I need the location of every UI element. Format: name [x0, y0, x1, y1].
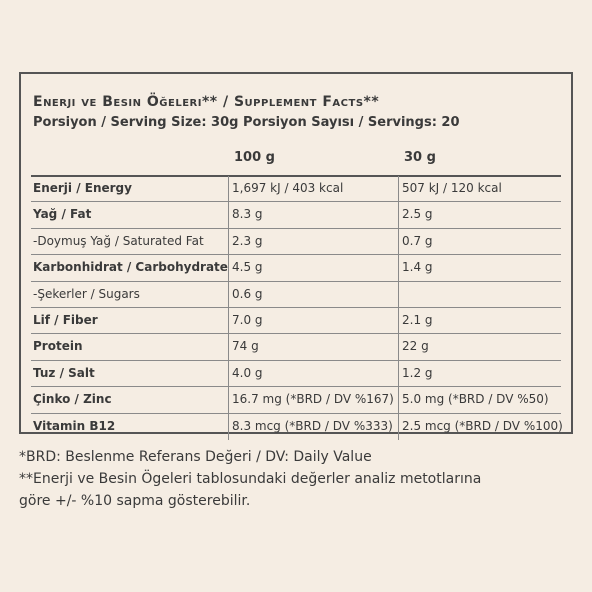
column-divider: [228, 228, 229, 256]
column-divider: [228, 176, 229, 203]
value-per-100g: 7.0 g: [232, 312, 263, 327]
column-divider: [228, 281, 229, 308]
value-per-30g: 2.5 mcg (*BRD / DV %100): [402, 418, 563, 433]
table-row: -Doymuş Yağ / Saturated Fat 2.3 g 0.7 g: [31, 228, 561, 256]
value-per-30g: 2.1 g: [402, 312, 433, 327]
value-per-100g: 1,697 kJ / 403 kcal: [232, 181, 344, 195]
footnote-analysis-line2: göre +/- %10 sapma gösterebilir.: [19, 493, 251, 509]
value-per-30g: 5.0 mg (*BRD / DV %50): [402, 392, 549, 407]
column-divider: [398, 413, 399, 440]
table-row: Vitamin B12 8.3 mcg (*BRD / DV %333) 2.5 m…: [31, 413, 563, 440]
table-row: Karbonhidrat / Carbohydrate 4.5 g 1.4 g: [31, 255, 561, 282]
table-row: Çinko / Zinc 16.7 mg (*BRD / DV %167) 5.0 …: [31, 387, 561, 414]
table-row: Lif / Fiber 7.0 g 2.1 g: [31, 307, 561, 335]
column-divider: [228, 307, 229, 335]
column-divider: [398, 307, 399, 335]
column-divider: [228, 334, 229, 361]
table-row: Enerji / Energy 1,697 kJ / 403 kcal 507 kJ…: [31, 176, 561, 203]
value-per-100g: 4.5 g: [232, 260, 263, 275]
column-divider: [398, 228, 399, 256]
column-divider: [228, 360, 229, 388]
header-divider: [31, 175, 561, 177]
value-per-30g: 2.5 g: [402, 207, 433, 222]
value-per-30g: 0.7 g: [402, 233, 433, 248]
column-header-row: 100 g 30 g: [21, 150, 571, 168]
column-divider: [398, 202, 399, 229]
table-row: Tuz / Salt 4.0 g 1.2 g: [31, 360, 561, 388]
column-divider: [398, 360, 399, 388]
value-per-100g: 8.3 g: [232, 207, 263, 222]
column-divider: [228, 413, 229, 440]
column-divider: [228, 255, 229, 282]
column-header-100g: 100 g: [234, 150, 275, 165]
column-divider: [398, 255, 399, 282]
nutrient-name: Çinko / Zinc: [33, 392, 112, 407]
facts-title: Enerji ve Besin Öğeleri** / Supplement F…: [33, 94, 380, 110]
value-per-30g: 22 g: [402, 339, 429, 354]
serving-info: Porsiyon / Serving Size: 30g Porsiyon Sa…: [33, 115, 460, 130]
nutrient-name: Enerji / Energy: [33, 181, 132, 195]
nutrient-name: -Şekerler / Sugars: [33, 286, 140, 301]
value-per-100g: 8.3 mcg (*BRD / DV %333): [232, 418, 393, 433]
nutrient-name: Vitamin B12: [33, 418, 116, 433]
value-per-100g: 2.3 g: [232, 233, 263, 248]
value-per-100g: 16.7 mg (*BRD / DV %167): [232, 392, 394, 407]
nutrient-name: Protein: [33, 339, 83, 354]
nutrient-rows: Enerji / Energy 1,697 kJ / 403 kcal 507 kJ…: [31, 176, 563, 440]
footnote-brd: *BRD: Beslenme Referans Değeri / DV: Dai…: [19, 449, 372, 465]
footnote-analysis-line1: **Enerji ve Besin Ögeleri tablosundaki d…: [19, 471, 482, 487]
nutrient-name: Yağ / Fat: [33, 207, 92, 222]
supplement-facts-table: Enerji ve Besin Öğeleri** / Supplement F…: [19, 72, 573, 440]
column-divider: [228, 387, 229, 414]
table-row: -Şekerler / Sugars 0.6 g: [31, 281, 561, 308]
footnotes: *BRD: Beslenme Referans Değeri / DV: Dai…: [19, 446, 579, 512]
table-row: Protein 74 g 22 g: [31, 334, 561, 361]
value-per-30g: 1.4 g: [402, 260, 433, 275]
column-divider: [398, 281, 399, 308]
column-header-30g: 30 g: [404, 150, 436, 165]
column-divider: [398, 334, 399, 361]
nutrient-name: Lif / Fiber: [33, 312, 98, 327]
nutrient-name: Tuz / Salt: [33, 365, 95, 380]
nutrient-name: Karbonhidrat / Carbohydrate: [33, 260, 228, 275]
value-per-100g: 4.0 g: [232, 365, 263, 380]
column-divider: [398, 176, 399, 203]
value-per-100g: 74 g: [232, 339, 259, 354]
column-divider: [228, 202, 229, 229]
column-divider: [398, 387, 399, 414]
value-per-30g: 507 kJ / 120 kcal: [402, 181, 502, 195]
value-per-100g: 0.6 g: [232, 286, 263, 301]
nutrient-name: -Doymuş Yağ / Saturated Fat: [33, 233, 204, 248]
table-row: Yağ / Fat 8.3 g 2.5 g: [31, 202, 561, 229]
value-per-30g: [400, 282, 402, 307]
value-per-30g: 1.2 g: [402, 365, 433, 380]
